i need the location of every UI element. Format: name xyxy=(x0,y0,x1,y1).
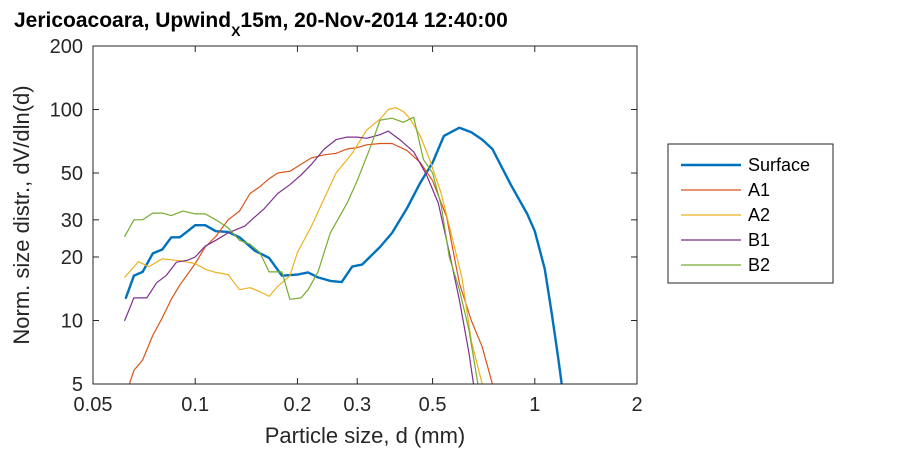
legend-label: A1 xyxy=(748,180,770,200)
y-tick-label: 50 xyxy=(61,163,83,185)
y-axis-label: Norm. size distr., dV/dln(d) xyxy=(9,85,34,344)
series-line-a2 xyxy=(124,107,483,384)
y-tick-label: 30 xyxy=(61,210,83,232)
legend-label: B2 xyxy=(748,255,770,275)
series-line-a1 xyxy=(128,142,493,384)
legend-entries: Surface A1 A2 B1 B2 xyxy=(681,155,810,275)
x-tick-label: 1 xyxy=(529,394,540,416)
series-line-b1 xyxy=(124,130,475,384)
legend: Surface A1 A2 B1 B2 xyxy=(667,143,834,284)
tick-label-layer: 0.05 0.1 0.2 0.3 0.5 1 2 5 10 20 30 50 100 200 xyxy=(50,36,643,416)
y-tick-label: 20 xyxy=(61,247,83,269)
series-line-surface xyxy=(124,126,563,384)
legend-label: B1 xyxy=(748,230,770,250)
y-tick-label: 100 xyxy=(50,100,83,122)
legend-label: Surface xyxy=(748,155,810,175)
x-tick-label: 2 xyxy=(631,394,642,416)
plot-frame xyxy=(92,45,638,385)
series-layer xyxy=(124,107,563,384)
legend-label: A2 xyxy=(748,205,770,225)
chart-title-subscript: X xyxy=(231,23,241,39)
x-tick-label: 0.3 xyxy=(343,394,371,416)
series-line-b2 xyxy=(124,116,479,384)
y-tick-label: 5 xyxy=(72,374,83,396)
x-tick-label: 0.5 xyxy=(419,394,447,416)
y-tick-label: 10 xyxy=(61,310,83,332)
chart-title-prefix: Jericoacoara, Upwind xyxy=(14,9,231,32)
y-tick-label: 200 xyxy=(50,36,83,58)
x-tick-label: 0.05 xyxy=(74,394,113,416)
x-axis-label: Particle size, d (mm) xyxy=(265,423,465,448)
chart-title-suffix: 15m, 20-Nov-2014 12:40:00 xyxy=(240,9,507,32)
x-tick-label: 0.1 xyxy=(181,394,209,416)
plot-area xyxy=(93,46,637,384)
legend-box xyxy=(667,143,834,284)
x-tick-label: 0.2 xyxy=(284,394,312,416)
chart-title: Jericoacoara, UpwindX15m, 20-Nov-2014 12… xyxy=(14,9,508,39)
